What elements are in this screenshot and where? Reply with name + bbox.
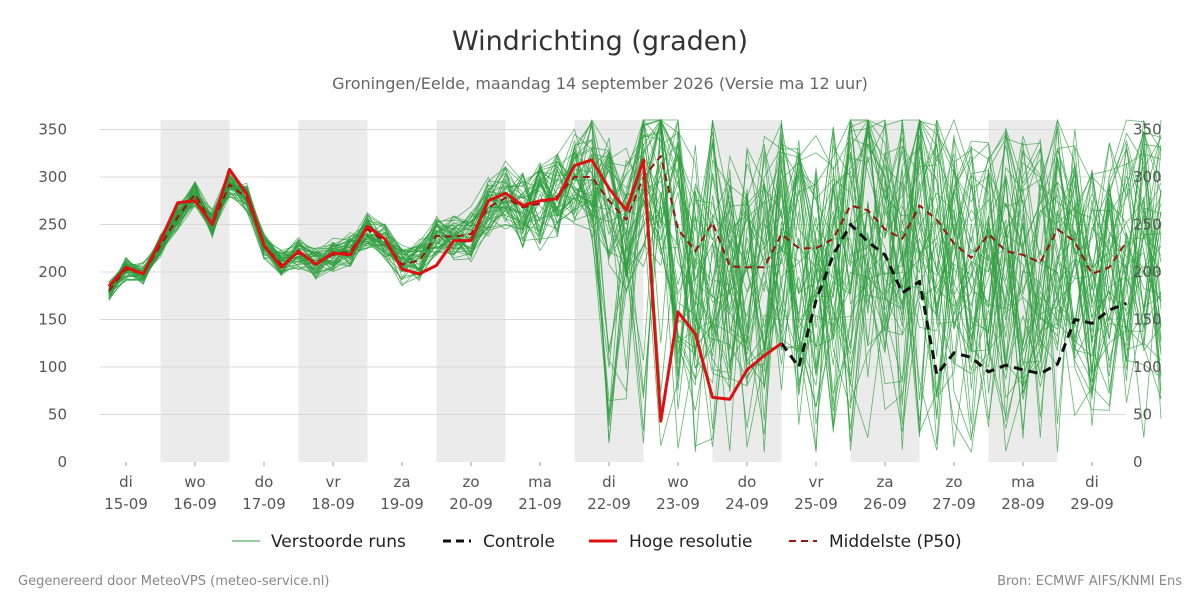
y-tick-label: 350 <box>38 121 67 139</box>
chart-title: Windrichting (graden) <box>452 26 748 57</box>
x-tick-day: za <box>876 473 893 491</box>
ensemble-member-line <box>108 119 1162 438</box>
ensemble-member-line <box>108 139 1162 448</box>
x-tick-date: 20-09 <box>449 495 493 513</box>
hires-line <box>107 158 783 423</box>
y-tick-label: 0 <box>57 453 67 471</box>
x-tick-day: vr <box>325 473 341 491</box>
y-tick-label: 200 <box>38 263 67 281</box>
x-tick-date: 18-09 <box>311 495 355 513</box>
x-tick-date: 23-09 <box>656 495 700 513</box>
day-shade-band <box>298 120 368 462</box>
legend: Verstoorde runs Controle Hoge resolutie … <box>232 532 962 552</box>
y-axis-left: 0 50 100 150 200 250 300 350 <box>38 121 67 472</box>
legend-label-median: Middelste (P50) <box>829 532 962 552</box>
x-tick-day: ma <box>528 473 552 491</box>
x-tick-day: zo <box>945 473 962 491</box>
x-tick-day: vr <box>808 473 824 491</box>
legend-item-hires: Hoge resolutie <box>589 532 753 552</box>
x-tick-day: do <box>738 473 757 491</box>
x-tick-day: za <box>393 473 410 491</box>
ensemble-member-line <box>108 121 1162 366</box>
y-tick-label: 50 <box>48 406 67 424</box>
x-tick-day: wo <box>667 473 688 491</box>
day-shade-band <box>160 120 230 462</box>
y-tick-label-right: 200 <box>1133 263 1162 281</box>
chart-subtitle: Groningen/Eelde, maandag 14 september 20… <box>332 74 868 93</box>
footer-source: Bron: ECMWF AIFS/KNMI Ens <box>997 574 1182 589</box>
y-tick-label-right: 150 <box>1133 311 1162 329</box>
x-tick-date: 19-09 <box>380 495 424 513</box>
y-tick-label-right: 300 <box>1133 168 1162 186</box>
y-tick-label: 300 <box>38 168 67 186</box>
ensemble-member-line <box>108 119 1162 444</box>
legend-item-median: Middelste (P50) <box>789 532 962 552</box>
x-tick-day: do <box>255 473 274 491</box>
ensemble-member-line <box>108 119 1162 409</box>
x-tick-day: di <box>119 473 133 491</box>
ensemble-member-line <box>108 119 1162 453</box>
ensemble-member-line <box>108 121 1162 443</box>
x-tick-day: wo <box>184 473 205 491</box>
y-axis-right: 0 50 100 150 200 250 300 350 <box>1133 121 1162 472</box>
main-series <box>107 155 1128 423</box>
x-tick-date: 27-09 <box>932 495 976 513</box>
x-tick-date: 26-09 <box>863 495 907 513</box>
legend-label-control: Controle <box>483 532 555 552</box>
y-tick-label-right: 0 <box>1133 453 1143 471</box>
x-tick-date: 16-09 <box>173 495 217 513</box>
x-tick-day: di <box>1085 473 1099 491</box>
legend-item-control: Controle <box>443 532 555 552</box>
legend-label-perturbed: Verstoorde runs <box>271 532 406 552</box>
footer-generated-by: Gegenereerd door MeteoVPS (meteo-service… <box>18 574 329 589</box>
legend-item-perturbed: Verstoorde runs <box>232 532 406 552</box>
x-tick-date: 29-09 <box>1070 495 1114 513</box>
x-axis: di 15-09 wo 16-09 do 17-09 vr 18-09 za 19-09 zo 20-… <box>104 462 1114 513</box>
x-tick-day: ma <box>1011 473 1035 491</box>
ensemble-member-line <box>108 119 1162 430</box>
y-tick-label-right: 350 <box>1133 121 1162 139</box>
y-tick-label: 150 <box>38 311 67 329</box>
day-shade-band <box>436 120 506 462</box>
x-tick-date: 24-09 <box>725 495 769 513</box>
x-tick-date: 22-09 <box>587 495 631 513</box>
y-tick-label: 250 <box>38 216 67 234</box>
x-tick-date: 15-09 <box>104 495 148 513</box>
x-tick-day: di <box>602 473 616 491</box>
y-tick-label-right: 50 <box>1133 406 1152 424</box>
x-tick-date: 17-09 <box>242 495 286 513</box>
y-tick-label: 100 <box>38 358 67 376</box>
x-tick-date: 25-09 <box>794 495 838 513</box>
ensemble-member-line <box>108 119 1162 427</box>
ensemble-member-line <box>108 119 1162 450</box>
x-tick-date: 28-09 <box>1001 495 1045 513</box>
x-tick-day: zo <box>462 473 479 491</box>
y-tick-label-right: 100 <box>1133 358 1162 376</box>
legend-label-hires: Hoge resolutie <box>629 532 753 552</box>
x-tick-date: 21-09 <box>518 495 562 513</box>
y-tick-label-right: 250 <box>1133 216 1162 234</box>
control-line <box>780 223 1128 377</box>
